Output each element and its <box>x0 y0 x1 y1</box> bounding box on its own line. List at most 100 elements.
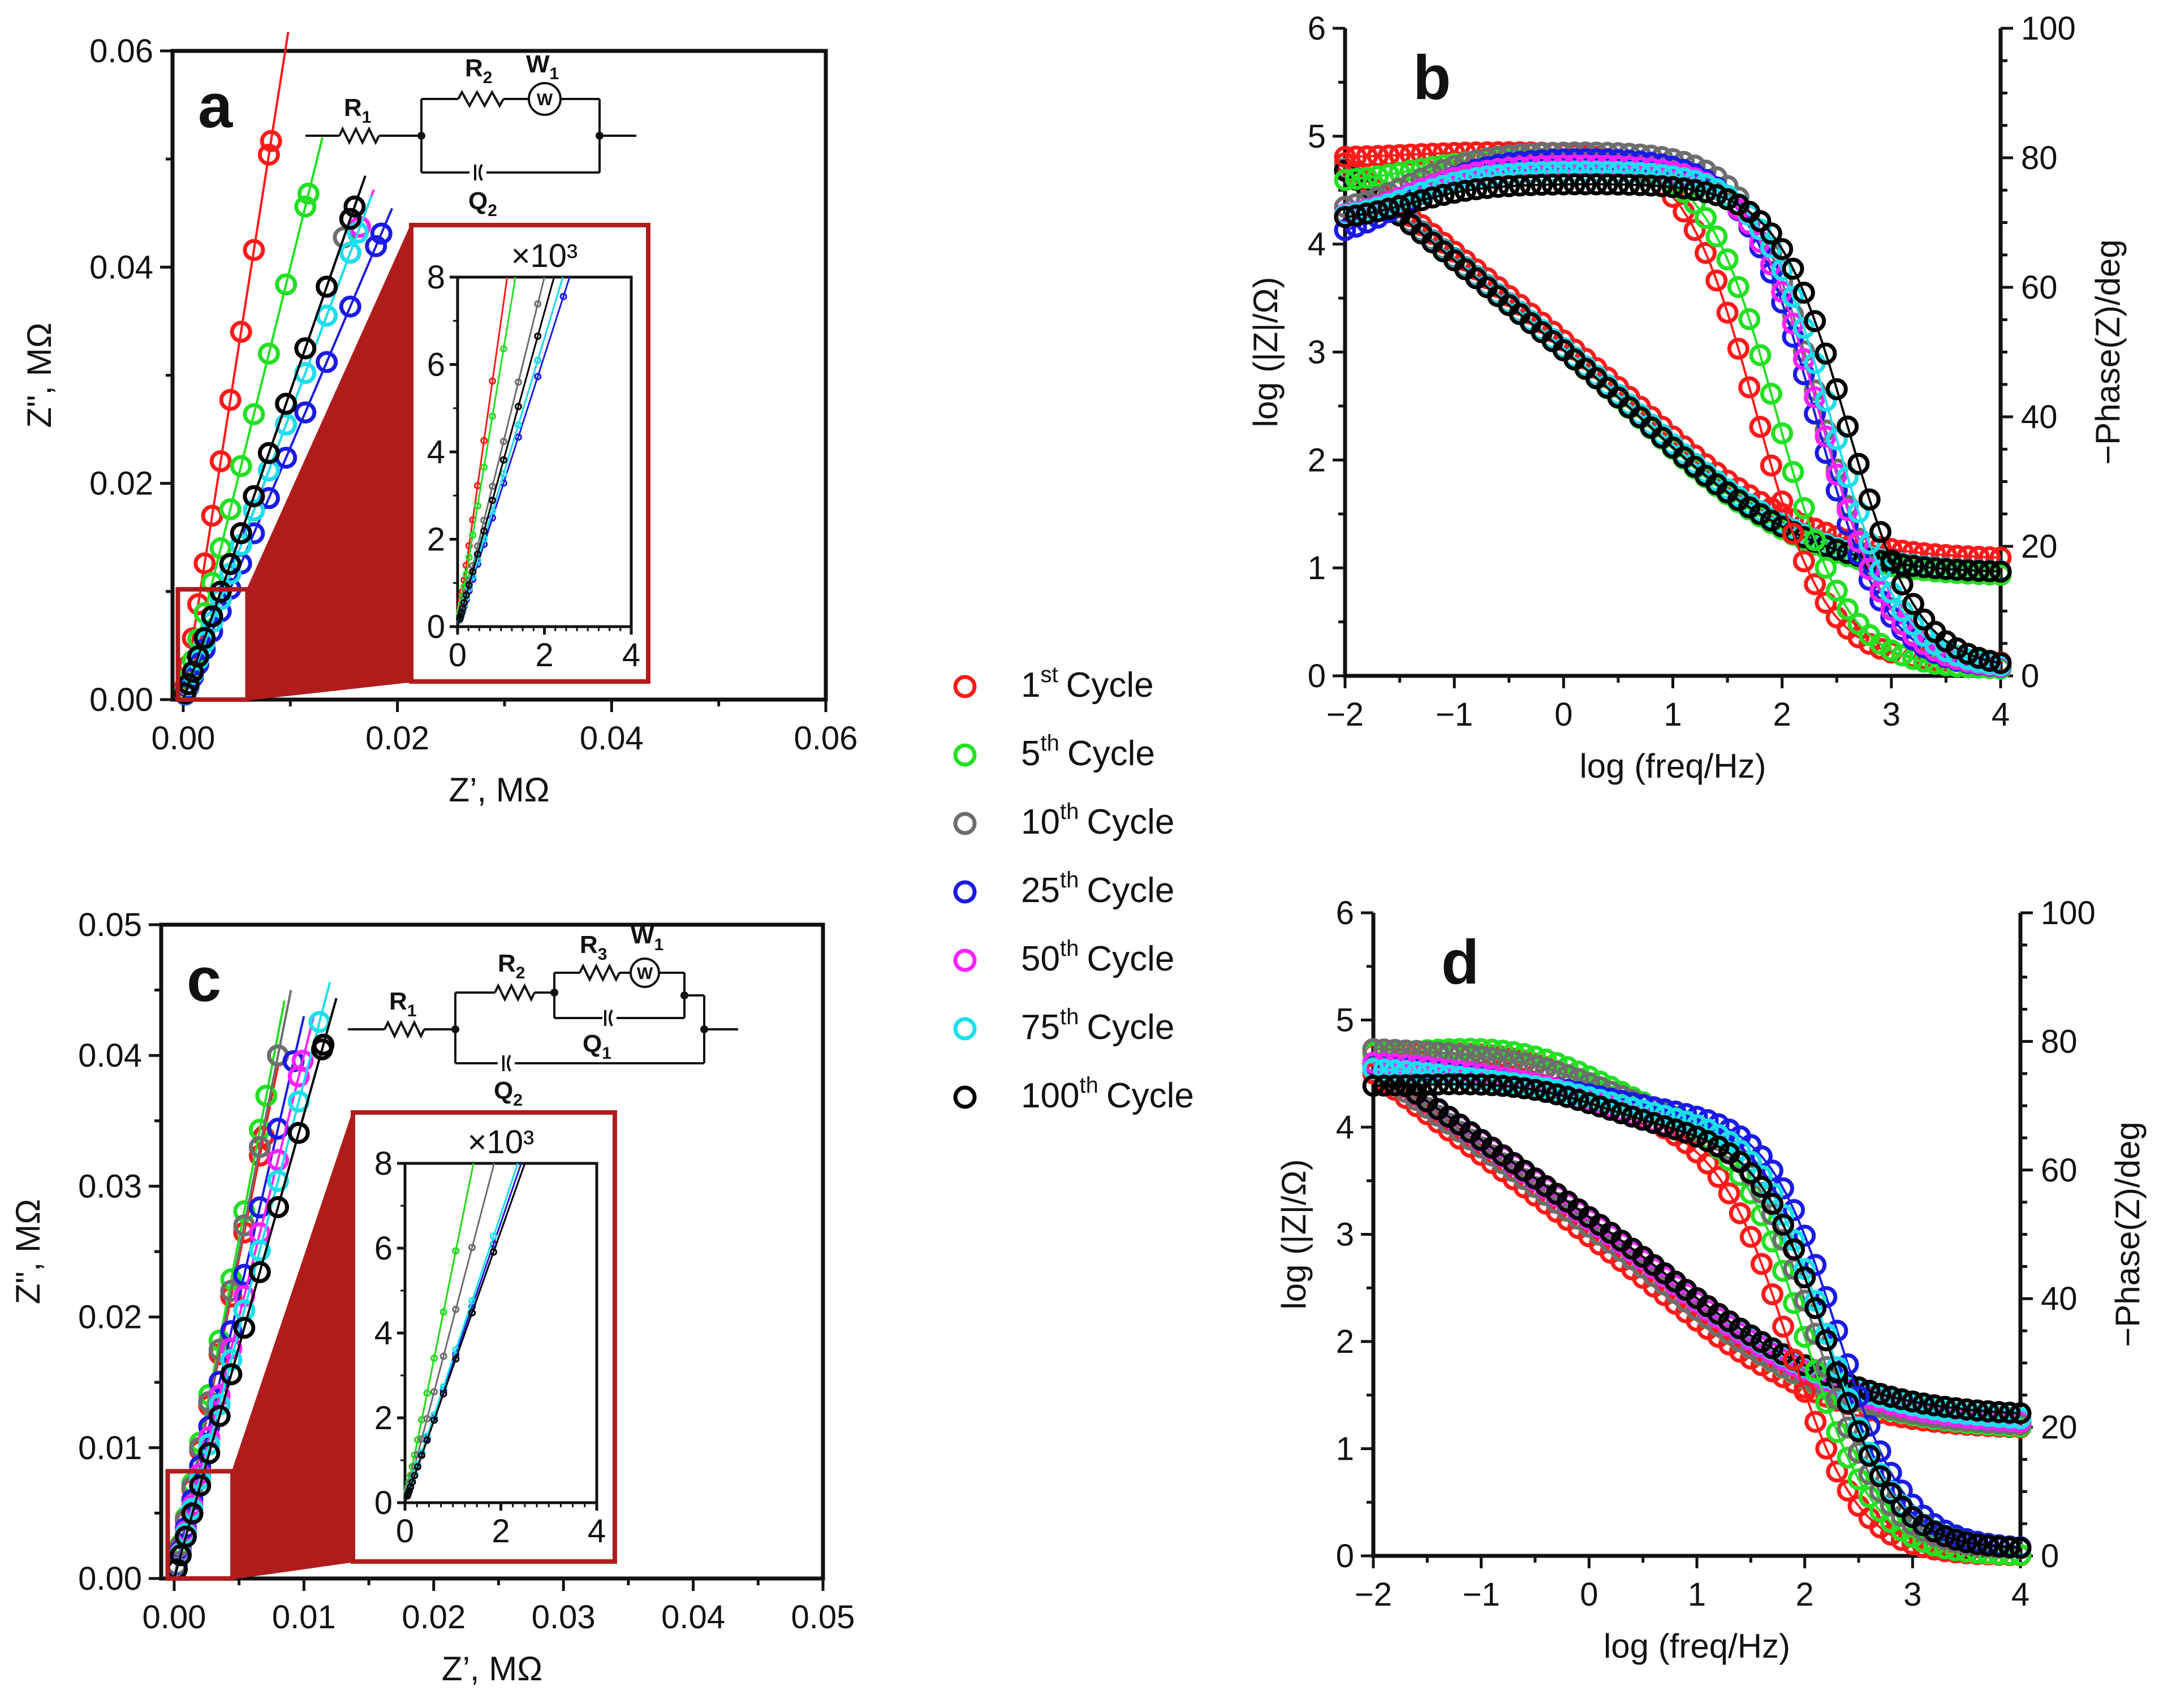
y2-tick-label: 0 <box>2041 1538 2059 1575</box>
magnitude-point <box>1901 1390 1924 1413</box>
wire <box>454 991 498 1064</box>
y-tick-label: 0.02 <box>89 465 153 502</box>
inset-data-point <box>452 1305 460 1313</box>
subscript: 2 <box>488 201 497 220</box>
inset-data-point <box>439 1390 447 1398</box>
phase-point <box>1707 1113 1730 1136</box>
resistor-symbol <box>494 983 536 1002</box>
inset-fit-line <box>404 1163 475 1503</box>
phase-point <box>1629 174 1652 196</box>
data-point <box>339 295 361 318</box>
data-point <box>275 413 298 436</box>
phase-point <box>1662 176 1684 199</box>
inset-data-point <box>480 527 488 535</box>
phase-point <box>1825 479 1848 502</box>
data-point <box>294 401 317 424</box>
magnitude-point <box>1761 1337 1783 1360</box>
y2-axis-title: −Phase(Z)/deg <box>2089 239 2127 465</box>
phase-point <box>1334 206 1356 228</box>
data-point <box>193 627 216 649</box>
y-tick-label: 0.00 <box>89 682 153 718</box>
inset-data-point <box>458 609 466 617</box>
legend-label: 75th Cycle <box>1021 1004 1174 1047</box>
phase-point <box>1804 1254 1827 1276</box>
phase-point <box>1673 177 1695 200</box>
data-point <box>219 498 242 521</box>
inset-data-point <box>462 570 470 578</box>
magnitude-fit-line <box>1344 170 2001 573</box>
inset-data-point <box>452 1247 460 1255</box>
phase-point <box>1618 161 1640 184</box>
label-r1: R1 <box>389 987 416 1020</box>
inset-data-point <box>489 377 497 385</box>
phase-point <box>1847 1385 1870 1408</box>
phase-series-100th <box>1334 173 2012 674</box>
subscript: 1 <box>602 1044 611 1063</box>
inset-data-point <box>465 581 473 589</box>
data-point <box>343 195 366 218</box>
phase-point <box>1739 1162 1762 1184</box>
data-point <box>294 337 317 360</box>
phase-point <box>1891 644 1914 667</box>
phase-point <box>1509 162 1531 184</box>
legend-cycle-text: Cycle <box>1087 939 1174 978</box>
legend-marker <box>953 880 977 904</box>
phase-point <box>1563 173 1586 196</box>
inset-x-tick-label: 0 <box>449 637 467 674</box>
phase-point <box>1545 1083 1568 1106</box>
phase-point <box>1502 1076 1525 1098</box>
inset-data-point <box>499 437 507 445</box>
phase-point <box>1421 143 1444 165</box>
phase-point <box>1772 1315 1795 1338</box>
legend-superscript: st <box>1040 662 1058 687</box>
inset-data-point <box>423 1414 431 1422</box>
legend-marker <box>953 1017 977 1041</box>
phase-point <box>1858 1444 1881 1467</box>
magnitude-point <box>1989 560 2012 583</box>
x-tick-label: 2 <box>1796 1576 1814 1613</box>
phase-point <box>1783 1292 1805 1314</box>
magnitude-point <box>1739 1324 1762 1347</box>
phase-point <box>1640 174 1662 197</box>
phase-point <box>1826 1421 1848 1443</box>
phase-point <box>1567 1089 1589 1111</box>
phase-point <box>1837 465 1859 488</box>
magnitude-series-25th <box>1362 1051 2032 1433</box>
magnitude-point <box>1957 559 1979 581</box>
phase-point <box>1847 613 1870 635</box>
phase-point <box>1815 1329 1838 1352</box>
inset-data-point <box>418 1451 426 1459</box>
data-point <box>257 442 280 464</box>
data-point <box>257 144 280 166</box>
inset-data-point <box>408 1478 416 1486</box>
magnitude-point <box>1750 1331 1773 1353</box>
inset-data-point <box>430 1355 438 1362</box>
x-tick-label: −1 <box>1463 1576 1500 1613</box>
phase-point <box>1481 1074 1503 1097</box>
magnitude-point <box>1738 496 1761 519</box>
data-point <box>316 275 338 298</box>
inset-fit-line <box>404 1163 519 1503</box>
magnitude-fit-line <box>1344 167 2001 576</box>
phase-point <box>1858 488 1881 511</box>
inset-data-point <box>490 1248 498 1256</box>
phase-point <box>1771 258 1794 281</box>
phase-point <box>1707 1166 1730 1188</box>
inset-data-point <box>480 437 488 445</box>
magnitude-point <box>1749 503 1772 525</box>
phase-point <box>1783 1238 1805 1261</box>
legend-label: 100th Cycle <box>1021 1073 1194 1115</box>
fit-line <box>182 175 367 700</box>
y-tick-label: 3 <box>1308 334 1326 371</box>
resistor-symbol <box>579 963 620 982</box>
data-point <box>370 222 393 245</box>
resistor-symbol <box>457 89 505 109</box>
y-tick-label: 0.04 <box>78 1037 142 1074</box>
phase-point <box>1683 179 1706 201</box>
data-point <box>175 1525 197 1548</box>
phase-point <box>1696 1152 1719 1175</box>
magnitude-point <box>1979 560 2001 583</box>
phase-point <box>1869 632 1892 655</box>
y-tick-label: 5 <box>1336 1002 1354 1039</box>
phase-point <box>1384 1074 1406 1097</box>
